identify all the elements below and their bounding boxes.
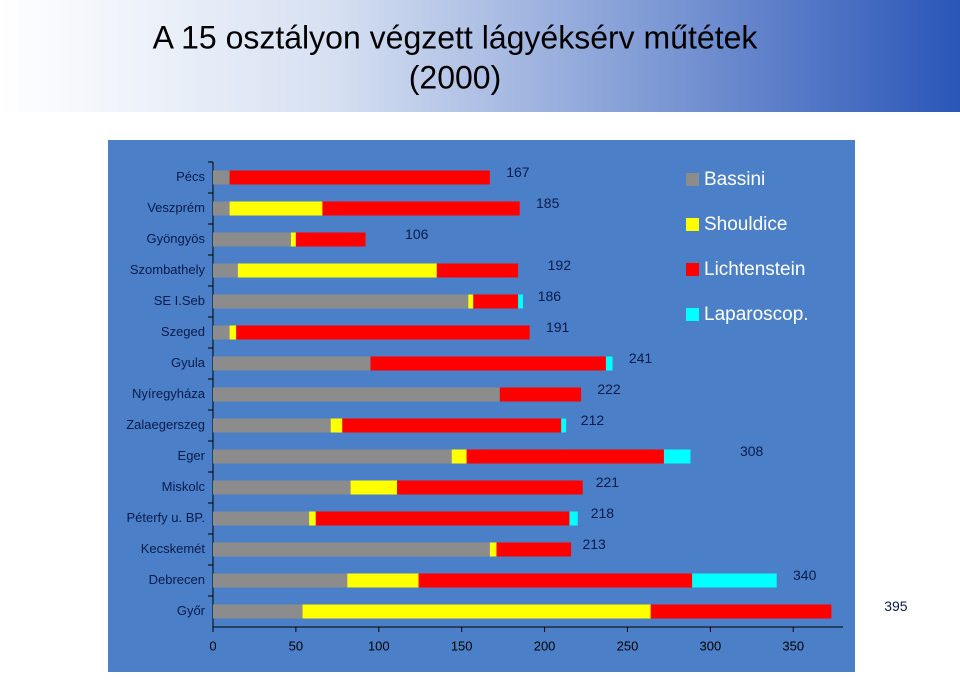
bar-segment — [569, 511, 578, 526]
x-tick-label: 100 — [368, 638, 390, 653]
legend-label: Lichtenstein — [704, 259, 805, 280]
bar-segment — [213, 263, 238, 278]
bar-segment — [436, 263, 519, 278]
bar-segment — [692, 573, 777, 588]
bar-segment — [295, 232, 366, 247]
y-tick-label: Debrecen — [149, 572, 205, 587]
bar-segment — [561, 418, 567, 433]
bar-segment — [213, 511, 310, 526]
bar-segment — [322, 201, 520, 216]
bar-segment — [213, 232, 291, 247]
data-label: 340 — [793, 567, 817, 583]
x-tick-label: 150 — [451, 638, 473, 653]
data-label: 222 — [597, 381, 621, 397]
bar-segment — [213, 294, 469, 309]
y-tick-label: Gyula — [171, 355, 206, 370]
x-tick-label: 300 — [700, 638, 722, 653]
bar-segment — [397, 480, 583, 495]
bar-segment — [213, 542, 490, 557]
bar-segment — [309, 511, 316, 526]
data-label: 167 — [506, 164, 530, 180]
data-label: 308 — [740, 443, 764, 459]
bar-segment — [213, 449, 452, 464]
data-label: 241 — [629, 350, 653, 366]
data-label: 212 — [581, 412, 605, 428]
data-label: 192 — [548, 257, 572, 273]
bar-segment — [315, 511, 570, 526]
bar-segment — [213, 418, 331, 433]
bar-segment — [496, 542, 572, 557]
bar-segment — [213, 604, 303, 619]
data-label: 106 — [405, 226, 429, 242]
x-tick-label: 0 — [209, 638, 216, 653]
y-tick-label: Győr — [177, 603, 206, 618]
bar-segment — [213, 170, 230, 185]
data-label: 185 — [536, 195, 560, 211]
legend-label: Laparoscop. — [704, 304, 809, 325]
x-tick-label: 50 — [289, 638, 303, 653]
bar-segment — [229, 201, 323, 216]
bar-segment — [213, 325, 230, 340]
legend-label: Shouldice — [704, 214, 787, 235]
data-label: 186 — [538, 288, 562, 304]
x-tick-label: 350 — [782, 638, 804, 653]
y-tick-label: Pécs — [176, 169, 205, 184]
bar-segment — [330, 418, 343, 433]
legend-swatch — [686, 173, 699, 186]
bar-segment — [213, 480, 351, 495]
y-tick-label: Miskolc — [162, 479, 206, 494]
bar-segment — [213, 387, 500, 402]
bar-segment — [213, 573, 348, 588]
bar-segment — [229, 325, 237, 340]
bar-segment — [302, 604, 651, 619]
bar-segment — [237, 263, 437, 278]
bar-segment — [347, 573, 419, 588]
chart-title: A 15 osztályon végzett lágyéksérv műtéte… — [153, 19, 759, 55]
y-tick-label: Szeged — [161, 324, 205, 339]
bar-segment — [489, 542, 497, 557]
bar-segment — [236, 325, 530, 340]
bar-segment — [468, 294, 474, 309]
data-label: 191 — [546, 319, 570, 335]
bar-segment — [650, 604, 832, 619]
x-tick-label: 200 — [534, 638, 556, 653]
data-label: 213 — [582, 536, 606, 552]
bar-segment — [605, 356, 613, 371]
y-tick-label: Veszprém — [147, 200, 205, 215]
bar-segment — [473, 294, 519, 309]
bar-segment — [290, 232, 296, 247]
legend-swatch — [686, 218, 699, 231]
header — [0, 0, 960, 112]
y-tick-label: Eger — [178, 448, 206, 463]
bar-segment — [370, 356, 606, 371]
bar-segment — [466, 449, 664, 464]
bar-segment — [350, 480, 398, 495]
bar-segment — [499, 387, 582, 402]
bar-segment — [451, 449, 467, 464]
y-tick-label: Zalaegerszeg — [126, 417, 205, 432]
data-label: 221 — [596, 474, 620, 490]
y-tick-label: Kecskemét — [141, 541, 206, 556]
bar-segment — [663, 449, 691, 464]
bar-segment — [229, 170, 490, 185]
y-tick-label: Gyöngyös — [146, 231, 205, 246]
bar-segment — [213, 356, 371, 371]
y-tick-label: Péterfy u. BP. — [126, 510, 205, 525]
bar-segment — [213, 201, 230, 216]
y-tick-label: SE I.Seb — [154, 293, 205, 308]
bar-segment — [518, 294, 524, 309]
legend-label: Bassini — [704, 169, 765, 190]
legend-swatch — [686, 308, 699, 321]
bar-segment — [418, 573, 693, 588]
chart-title: (2000) — [409, 59, 502, 95]
data-label: 218 — [591, 505, 615, 521]
y-tick-label: Szombathely — [130, 262, 206, 277]
x-tick-label: 250 — [617, 638, 639, 653]
data-label: 395 — [884, 598, 908, 614]
legend-swatch — [686, 263, 699, 276]
bar-segment — [342, 418, 562, 433]
y-tick-label: Nyíregyháza — [132, 386, 206, 401]
